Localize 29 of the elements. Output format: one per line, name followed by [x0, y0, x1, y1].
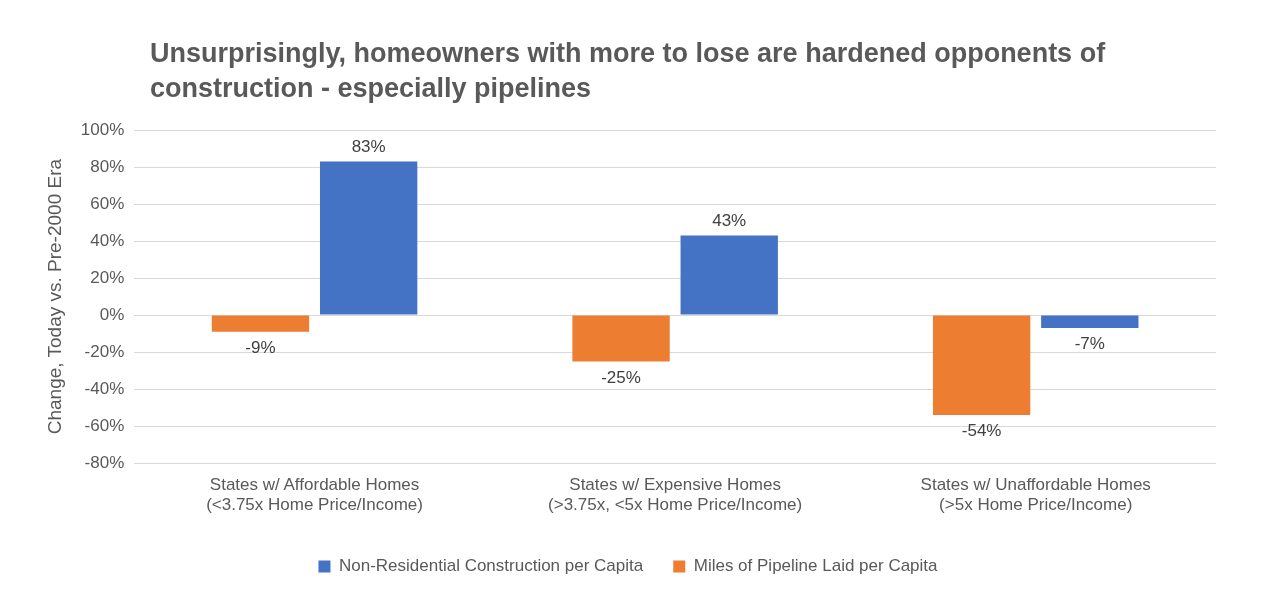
y-tick-label: 60%	[90, 193, 125, 213]
y-tick-label: 80%	[90, 156, 125, 176]
x-tick-label: States w/ Affordable Homes (<3.75x Home Price/Income)	[206, 475, 423, 515]
data-label: 43%	[712, 210, 747, 230]
y-tick-label: -40%	[84, 378, 125, 398]
y-axis-title: Change, Today vs. Pre-2000 Era	[43, 158, 65, 435]
legend-label: Non-Residential Construction per Capita	[338, 556, 644, 576]
y-tick-label: 40%	[90, 230, 125, 250]
legend-label: Miles of Pipeline Laid per Capita	[693, 556, 939, 576]
bar	[572, 315, 670, 362]
chart-title: Unsurprisingly, homeowners with more to lose are hardened opponents of construction - especially pipelines	[150, 37, 1107, 105]
data-label: -25%	[601, 367, 641, 387]
bar	[680, 235, 778, 315]
x-tick-label: States w/ Expensive Homes (>3.75x, <5x Home Price/Income)	[548, 475, 803, 515]
bar	[211, 315, 310, 332]
bar	[319, 161, 418, 315]
bar	[932, 315, 1031, 416]
bar	[1041, 315, 1139, 329]
x-tick-label: States w/ Unaffordable Homes (>5x Home Price/Income)	[920, 475, 1151, 515]
y-tick-label: -60%	[84, 415, 125, 435]
data-label: 83%	[351, 136, 386, 156]
y-tick-label: -20%	[84, 341, 125, 361]
y-tick-label: 20%	[90, 267, 125, 287]
data-label: -9%	[245, 337, 276, 357]
data-label: -7%	[1074, 334, 1105, 354]
data-label: -54%	[961, 421, 1002, 441]
y-tick-label: -80%	[84, 452, 125, 472]
y-tick-label: 0%	[99, 304, 125, 324]
y-tick-label: 100%	[80, 119, 125, 139]
